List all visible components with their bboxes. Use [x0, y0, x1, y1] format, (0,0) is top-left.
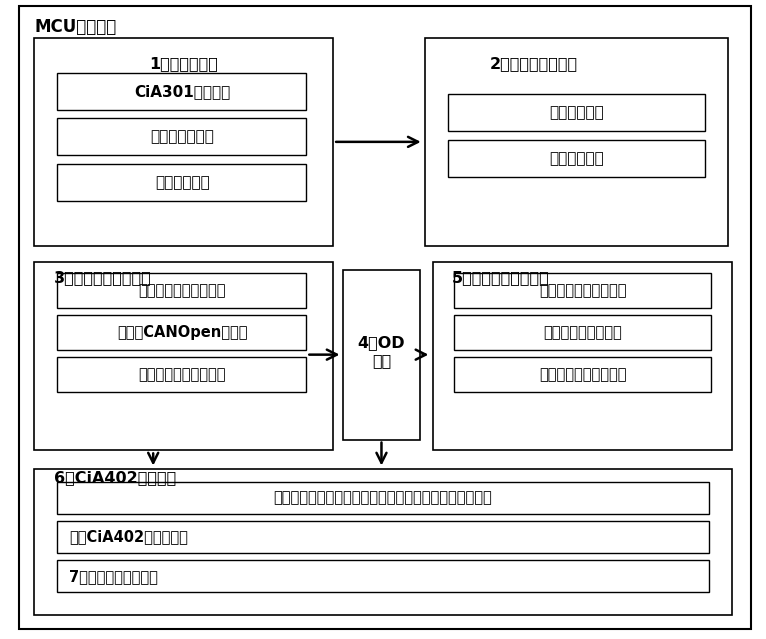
Text: 1、初始化模块: 1、初始化模块 [149, 56, 218, 72]
Text: CiA301时间关联: CiA301时间关联 [134, 84, 231, 99]
Bar [454, 357, 711, 392]
Text: 转化为链路层数据帧: 转化为链路层数据帧 [544, 325, 622, 340]
Text: 转化为CANOpen数据帧: 转化为CANOpen数据帧 [117, 325, 247, 340]
Bar [57, 482, 709, 514]
Bar [454, 273, 711, 308]
Text: 错误状态检测: 错误状态检测 [549, 151, 604, 166]
Bar [57, 315, 306, 350]
Bar [433, 262, 732, 450]
Text: 将协议栈输出数据解析: 将协议栈输出数据解析 [539, 283, 627, 298]
Text: 协议栈初始化: 协议栈初始化 [155, 175, 210, 190]
Bar [454, 315, 711, 350]
Bar [448, 140, 705, 177]
Bar [34, 262, 333, 450]
Text: 将转化数据放入协议栈: 将转化数据放入协议栈 [139, 367, 226, 382]
Text: 5、通信数据发送模块: 5、通信数据发送模块 [452, 270, 550, 286]
Bar [343, 270, 420, 440]
Text: 运行CiA402状态机逻辑: 运行CiA402状态机逻辑 [69, 529, 188, 544]
Text: 将数据帧发送到链路层: 将数据帧发送到链路层 [539, 367, 627, 382]
Text: MCU程序部分: MCU程序部分 [34, 18, 116, 36]
Bar [57, 73, 306, 110]
Bar [34, 469, 732, 615]
Text: 3、通信数据接收模块: 3、通信数据接收模块 [54, 270, 152, 286]
Bar [425, 38, 728, 246]
Text: 6、CiA402执行模块: 6、CiA402执行模块 [54, 470, 176, 486]
Text: 根据接收同步信号次数及同步周期判断是否启动伺服功能: 根据接收同步信号次数及同步周期判断是否启动伺服功能 [273, 490, 493, 505]
Bar [34, 38, 333, 246]
Text: 将接收链路层数据解析: 将接收链路层数据解析 [139, 283, 226, 298]
Bar [57, 164, 306, 201]
Bar [57, 560, 709, 592]
Text: 7、运动控制算法模块: 7、运动控制算法模块 [69, 569, 158, 584]
Bar [57, 118, 306, 155]
Bar [57, 273, 306, 308]
Bar [57, 521, 709, 553]
Bar [448, 94, 705, 131]
Text: 2、主程序循环模块: 2、主程序循环模块 [490, 56, 578, 72]
Text: 数据存储操作: 数据存储操作 [549, 105, 604, 120]
Text: 4、OD
模块: 4、OD 模块 [358, 335, 405, 367]
Text: 通信外设初始化: 通信外设初始化 [150, 129, 214, 144]
Bar [57, 357, 306, 392]
